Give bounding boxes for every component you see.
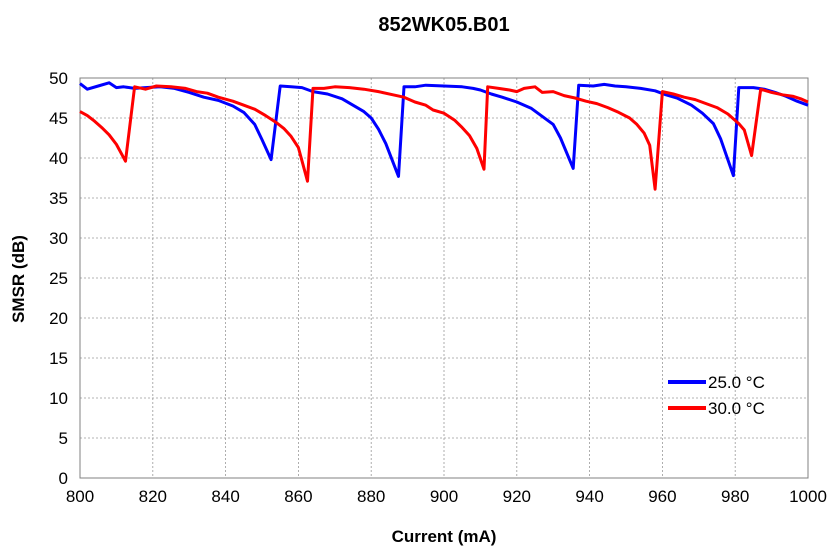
- legend-label-30c: 30.0 °C: [708, 399, 765, 418]
- series-line: [79, 81, 809, 178]
- legend-label-25c: 25.0 °C: [708, 373, 765, 392]
- series-1: [79, 84, 809, 191]
- y-axis-label: SMSR (dB): [9, 235, 28, 323]
- y-tick-label: 40: [49, 149, 68, 168]
- x-tick-label: 900: [430, 487, 458, 506]
- grid: [79, 77, 809, 479]
- x-tick-label: 1000: [789, 487, 827, 506]
- plot-frame: [79, 77, 809, 479]
- y-tick-label: 0: [59, 469, 68, 488]
- y-tick-label: 35: [49, 189, 68, 208]
- x-tick-label: 860: [284, 487, 312, 506]
- y-tick-label: 30: [49, 229, 68, 248]
- x-tick-label: 940: [575, 487, 603, 506]
- y-tick-label: 15: [49, 349, 68, 368]
- series-layer: [79, 81, 809, 191]
- y-tick-label: 50: [49, 69, 68, 88]
- x-tick-label: 960: [648, 487, 676, 506]
- x-tick-label: 920: [503, 487, 531, 506]
- y-tick-label: 25: [49, 269, 68, 288]
- x-tick-label: 980: [721, 487, 749, 506]
- x-tick-label: 820: [139, 487, 167, 506]
- x-tick-label: 840: [211, 487, 239, 506]
- x-tick-label: 800: [66, 487, 94, 506]
- y-tick-label: 20: [49, 309, 68, 328]
- x-axis-ticks: 800 820 840 860 880 900 920 940 960 980 1000: [66, 487, 827, 506]
- series-line: [79, 84, 809, 191]
- y-tick-label: 45: [49, 109, 68, 128]
- x-axis-label: Current (mA): [392, 527, 497, 546]
- x-tick-label: 880: [357, 487, 385, 506]
- y-axis-ticks: 0 5 10 15 20 25 30 35 40 45 50: [49, 69, 68, 488]
- y-tick-label: 5: [59, 429, 68, 448]
- y-tick-label: 10: [49, 389, 68, 408]
- chart-title: 852WK05.B01: [378, 14, 509, 36]
- legend: 25.0 °C 30.0 °C: [668, 373, 765, 418]
